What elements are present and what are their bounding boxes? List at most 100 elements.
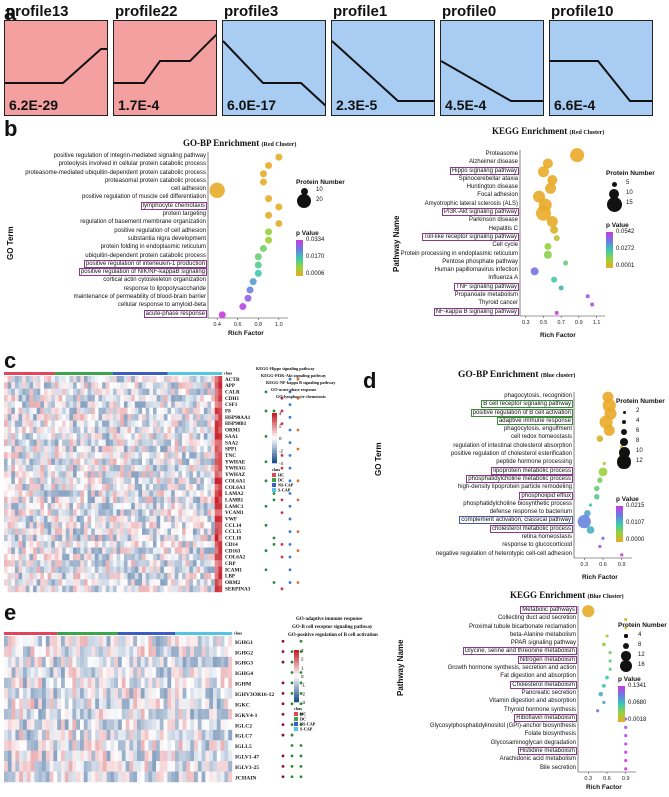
heatmap-cell [218,490,223,497]
heatmap-cell [149,433,154,440]
heatmap-cell [105,484,110,491]
heatmap-cell [211,477,215,485]
heatmap-cell [54,503,59,510]
colorbar-tick: -2 [301,691,305,696]
heatmap-cell [167,709,172,720]
heatmap-cell [163,585,168,593]
term-text: Bile secretion [539,764,576,771]
heatmap-cell [163,541,168,548]
class-bar-cell [213,632,217,635]
term-text: Spinocerebellar ataxia [458,175,518,182]
class-bar-cell [11,372,16,375]
heatmap-cell [47,503,52,510]
heatmap-cell [134,458,139,466]
heatmap-cell [220,740,225,751]
heatmap-cell [98,445,103,453]
heatmap-cell [186,719,191,731]
heatmap-cell [160,572,165,580]
class-bar-cell [137,632,141,635]
heatmap-cell [11,376,16,383]
heatmap-cell [123,553,128,561]
heatmap-cell [163,579,168,586]
heatmap-cell [182,407,186,415]
heatmap-cell [163,534,168,542]
heatmap-cell [196,426,201,434]
heatmap-cell [83,750,88,762]
heatmap-cell [123,522,128,529]
kegg-red-plot: 0.3 0.5 0.7 0.9 1.1 [519,148,605,326]
heatmap-cell [152,477,157,485]
heatmap-cell [182,560,186,567]
heatmap-cell [7,553,12,561]
heatmap-cell [65,490,70,497]
heatmap-cell [114,740,119,751]
heatmap-cell [152,566,157,574]
heatmap-cell [178,541,183,548]
heatmap-cell [25,414,30,421]
class-bar-cell [156,632,160,635]
heatmap-cell [51,547,56,555]
pathway-membership-dot [280,466,284,470]
heatmap-cell [131,471,135,478]
heatmap-cell [95,729,100,741]
heatmap-cell [163,677,168,689]
size-legend-label: 6 [636,428,640,434]
heatmap-cell [18,484,23,491]
heatmap-cell [58,528,63,536]
heatmap-cell [58,541,63,548]
heatmap-cell [182,433,186,440]
heatmap-cell [25,496,30,504]
heatmap-cell [29,547,34,555]
heatmap-cell [129,646,134,658]
class-bar-cell [203,372,208,375]
heatmap-cell [36,376,41,383]
heatmap-cell [211,490,215,497]
heatmap-cell [189,566,194,574]
heatmap-cell [142,534,146,542]
heatmap-cell [167,547,172,555]
heatmap-cell [114,750,119,762]
heatmap-cell [224,667,229,678]
heatmap-cell [87,656,92,668]
heatmap-cell [228,698,233,710]
heatmap-cell [144,688,149,699]
heatmap-cell [145,490,150,497]
heatmap-cell [167,496,172,504]
gene-label: CSF1 [225,402,238,408]
heatmap-cell [113,433,117,440]
heatmap-cell [144,740,149,751]
heatmap-cell [209,698,214,710]
term-label: proteasomal protein catabolic process [0,177,206,185]
heatmap-cell [224,646,229,658]
x-tick-label: 0.6 [234,322,242,328]
panel-label-d: d [363,368,377,393]
class-bar-cell [138,372,143,375]
pathway-membership-dot [290,764,294,768]
heatmap-cell [26,771,31,783]
heatmap-cell [129,729,134,741]
heatmap-cell [102,534,106,542]
kegg-red-ylabel: Pathway Name [392,215,401,272]
heatmap-cell [220,636,225,647]
pathway-membership-dot [296,396,300,400]
heatmap-cell [69,388,74,396]
heatmap-cell [114,688,119,699]
heatmap-cell [200,388,205,396]
heatmap-cell [25,560,30,567]
heatmap-cell [51,401,56,408]
pathway-membership-dot [281,754,285,758]
heatmap-cell [174,464,179,472]
heatmap-cell [87,376,92,383]
heatmap-cell [7,677,12,689]
heatmap-cell [34,709,39,720]
heatmap-cell [171,719,176,731]
heatmap-cell [102,445,106,453]
heatmap-cell [11,677,16,689]
heatmap-cell [91,484,96,491]
heatmap-cell [196,503,201,510]
heatmap-cell [61,646,65,658]
class-bar-cell [4,632,8,635]
heatmap-cell [7,719,12,731]
heatmap-cell [29,458,34,466]
heatmap-cell [214,579,219,586]
